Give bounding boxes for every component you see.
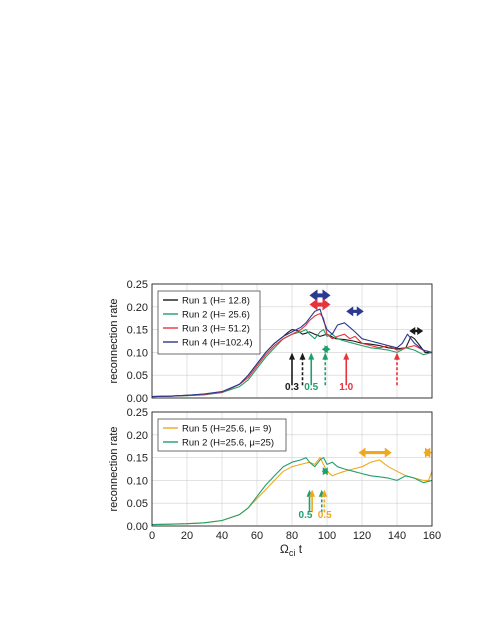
x-tick-label: 160 [423, 530, 441, 542]
y-tick-label: 0.00 [127, 521, 148, 533]
legend-box [157, 290, 261, 355]
double-arrow-head-right [322, 298, 331, 311]
x-tick-label: 100 [318, 530, 336, 542]
y-tick-label: 0.05 [127, 498, 148, 510]
x-tick-label: 40 [216, 530, 228, 542]
y-tick-label: 0.20 [127, 430, 148, 442]
double-arrow-head-left [309, 289, 318, 302]
y-axis-label: reconnection rate [108, 299, 120, 384]
up-arrow-head [322, 352, 329, 360]
top-panel: 0204060801001201401600.000.050.100.150.2… [108, 279, 433, 405]
y-tick-label: 0.10 [127, 347, 148, 359]
y-tick-label: 0.25 [127, 279, 148, 291]
x-tick-label: 140 [388, 530, 406, 542]
double-arrow-head-left [358, 447, 366, 458]
bottom-panel: 0 20 40 60 80 100 120 140 160 0.00 0.05 0.10 0.15 0.2… [108, 407, 441, 542]
series-line-4 [152, 308, 432, 398]
y-tick-label: 0.15 [127, 453, 148, 465]
legend-label: Run 4 (H=102.4) [182, 338, 253, 349]
up-arrow-head [394, 352, 400, 360]
double-arrow-head-right [322, 467, 329, 476]
y-tick-label: 0.00 [127, 393, 148, 405]
legend-label: Run 1 (H= 12.8) [182, 296, 250, 307]
double-arrow-head-right [356, 306, 364, 317]
y-tick-label: 0.25 [127, 407, 148, 419]
up-arrow-head [321, 489, 328, 497]
y-tick-label: 0.10 [127, 475, 148, 487]
double-arrow-head-right [417, 326, 424, 335]
annotation-label: 0.3 [285, 382, 299, 393]
up-arrow-head [309, 489, 316, 497]
legend-label: Run 3 (H= 51.2) [182, 324, 250, 335]
x-tick-label: 20 [181, 530, 193, 542]
annotation-label: 0.5 [304, 382, 318, 393]
x-axis-label: Ωci t [280, 542, 303, 558]
up-arrow-head [343, 352, 350, 360]
double-arrow-head-right [322, 289, 331, 302]
legend-label: Run 2 (H= 25.6) [182, 310, 250, 321]
y-axis-label: reconnection rate [108, 427, 120, 512]
series-line-2 [152, 329, 432, 398]
annotation-label: 1.0 [339, 382, 353, 393]
plot-frame [151, 283, 433, 399]
annotation-label: 0.5 [299, 510, 313, 521]
y-tick-label: 0.15 [127, 325, 148, 337]
double-arrow-head-right [384, 447, 392, 458]
y-tick-label: 0.20 [127, 302, 148, 314]
annotation-label: 0.5 [318, 510, 332, 521]
up-arrow-head [308, 352, 315, 360]
x-tick-label: 120 [353, 530, 371, 542]
x-tick-label: 60 [251, 530, 263, 542]
double-arrow-head-right [425, 447, 432, 458]
up-arrow-head [299, 352, 306, 360]
double-arrow-head-left [346, 306, 354, 317]
legend-box [157, 418, 287, 452]
x-tick-label: 80 [286, 530, 298, 542]
double-arrow-head-left [409, 326, 416, 335]
legend-label: Run 2 (H=25.6, μ=25) [182, 438, 274, 449]
double-arrow-head-left [309, 298, 318, 311]
double-arrow-head-right [324, 345, 331, 354]
x-tick-label: 0 [149, 530, 155, 542]
y-tick-label: 0.05 [127, 370, 148, 382]
legend-label: Run 5 (H=25.6, μ= 9) [182, 424, 271, 435]
series-line-2 [152, 457, 432, 526]
up-arrow-head [289, 352, 295, 360]
plot-frame [151, 411, 433, 527]
